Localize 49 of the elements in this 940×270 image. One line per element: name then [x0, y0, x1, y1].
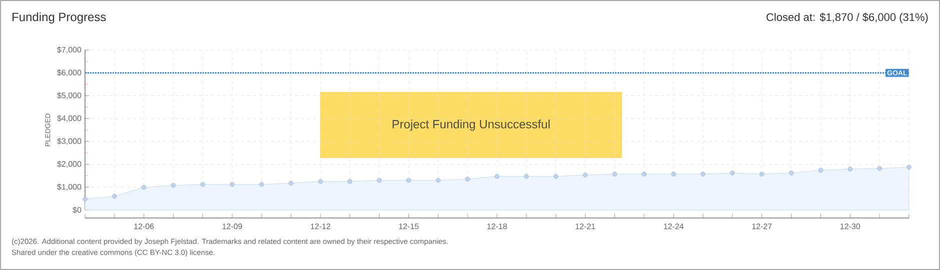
point: [376, 178, 382, 183]
point: [730, 170, 735, 176]
point: [436, 178, 441, 183]
y-tick-label: $0: [72, 206, 82, 214]
point: [141, 184, 146, 190]
x-tick-label: 12-27: [752, 224, 772, 230]
x-tick-label: 12-12: [310, 224, 330, 230]
point: [170, 182, 176, 188]
x-tick-label: 12-21: [576, 224, 596, 230]
point: [347, 179, 352, 184]
point: [82, 196, 88, 202]
y-tick-label: $2,000: [57, 160, 82, 168]
point: [642, 172, 647, 176]
point: [465, 176, 470, 182]
point: [288, 180, 294, 186]
point: [700, 172, 706, 176]
point: [230, 182, 235, 187]
y-tick-label: $1,000: [57, 184, 82, 191]
y-tick-label: $6,000: [57, 69, 82, 76]
point: [318, 179, 323, 184]
x-tick-label: 12-24: [664, 224, 684, 230]
point: [759, 172, 764, 176]
point: [612, 172, 618, 176]
point: [524, 174, 529, 179]
point: [818, 168, 824, 173]
point: [788, 170, 794, 176]
point: [406, 178, 412, 183]
point: [906, 164, 912, 170]
y-tick-label: $3,000: [57, 138, 82, 145]
point: [112, 194, 117, 199]
y-tick-label: $7,000: [57, 46, 82, 54]
point: [877, 166, 882, 171]
point: [582, 172, 588, 178]
point: [200, 182, 206, 187]
y-tick-label: $4,000: [57, 115, 82, 122]
point: [259, 182, 264, 187]
point: [494, 174, 500, 179]
x-tick-label: 12-30: [840, 224, 860, 230]
x-tick-label: 12-15: [399, 224, 419, 230]
x-tick-label: 12-18: [487, 224, 507, 230]
x-tick-label: 12-06: [134, 224, 154, 230]
y-tick-label: $5,000: [57, 92, 82, 100]
point: [671, 172, 676, 176]
x-tick-label: 12-09: [222, 224, 242, 230]
point: [848, 166, 853, 172]
point: [553, 174, 558, 179]
chart-title: Funding Progress: [12, 12, 106, 24]
annotation: Project Funding Unsuccessful: [392, 120, 550, 131]
text: Closed at: $1,870 / $6,000 (31%): [766, 12, 928, 24]
